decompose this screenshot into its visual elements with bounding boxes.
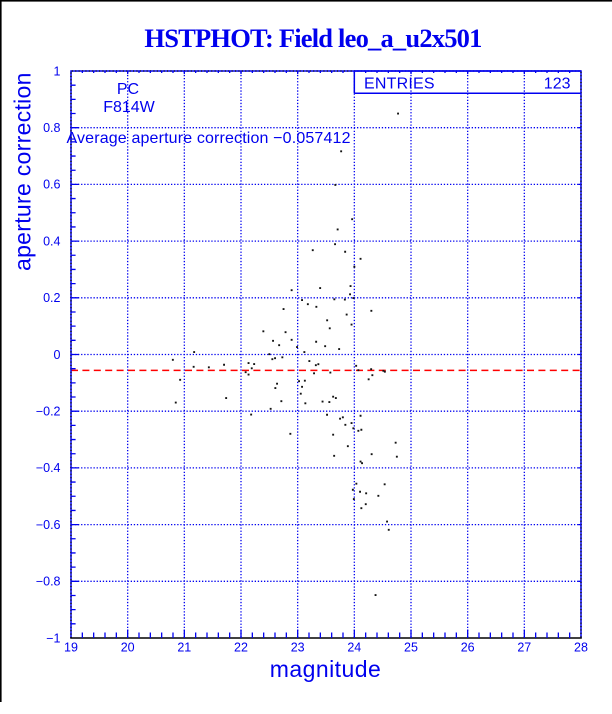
- svg-text:24: 24: [347, 641, 361, 655]
- svg-text:123: 123: [544, 76, 571, 93]
- svg-text:ENTRIES: ENTRIES: [364, 76, 435, 93]
- svg-text:1: 1: [54, 64, 61, 78]
- svg-text:22: 22: [234, 641, 248, 655]
- svg-text:−0.4: −0.4: [36, 461, 61, 475]
- svg-text:0.4: 0.4: [43, 234, 60, 248]
- svg-text:20: 20: [121, 641, 135, 655]
- svg-text:−0.8: −0.8: [36, 575, 61, 589]
- svg-text:0.8: 0.8: [43, 121, 60, 135]
- svg-text:PC: PC: [117, 81, 139, 98]
- svg-text:0.2: 0.2: [43, 291, 60, 305]
- svg-text:Average aperture correction −0: Average aperture correction −0.057412: [67, 130, 351, 147]
- svg-text:0.6: 0.6: [43, 178, 60, 192]
- svg-text:HSTPHOT: Field leo_a_u2x501: HSTPHOT: Field leo_a_u2x501: [144, 23, 481, 53]
- svg-text:magnitude: magnitude: [270, 656, 381, 682]
- svg-text:26: 26: [461, 641, 475, 655]
- svg-text:aperture correction: aperture correction: [10, 72, 36, 271]
- svg-text:21: 21: [177, 641, 191, 655]
- svg-text:−1: −1: [46, 631, 60, 645]
- svg-text:−0.6: −0.6: [36, 518, 61, 532]
- svg-text:0: 0: [54, 348, 61, 362]
- svg-text:25: 25: [404, 641, 418, 655]
- svg-text:23: 23: [291, 641, 305, 655]
- svg-text:28: 28: [574, 641, 588, 655]
- svg-text:27: 27: [517, 641, 531, 655]
- svg-text:19: 19: [64, 641, 78, 655]
- svg-text:−0.2: −0.2: [36, 405, 61, 419]
- svg-text:F814W: F814W: [103, 99, 155, 116]
